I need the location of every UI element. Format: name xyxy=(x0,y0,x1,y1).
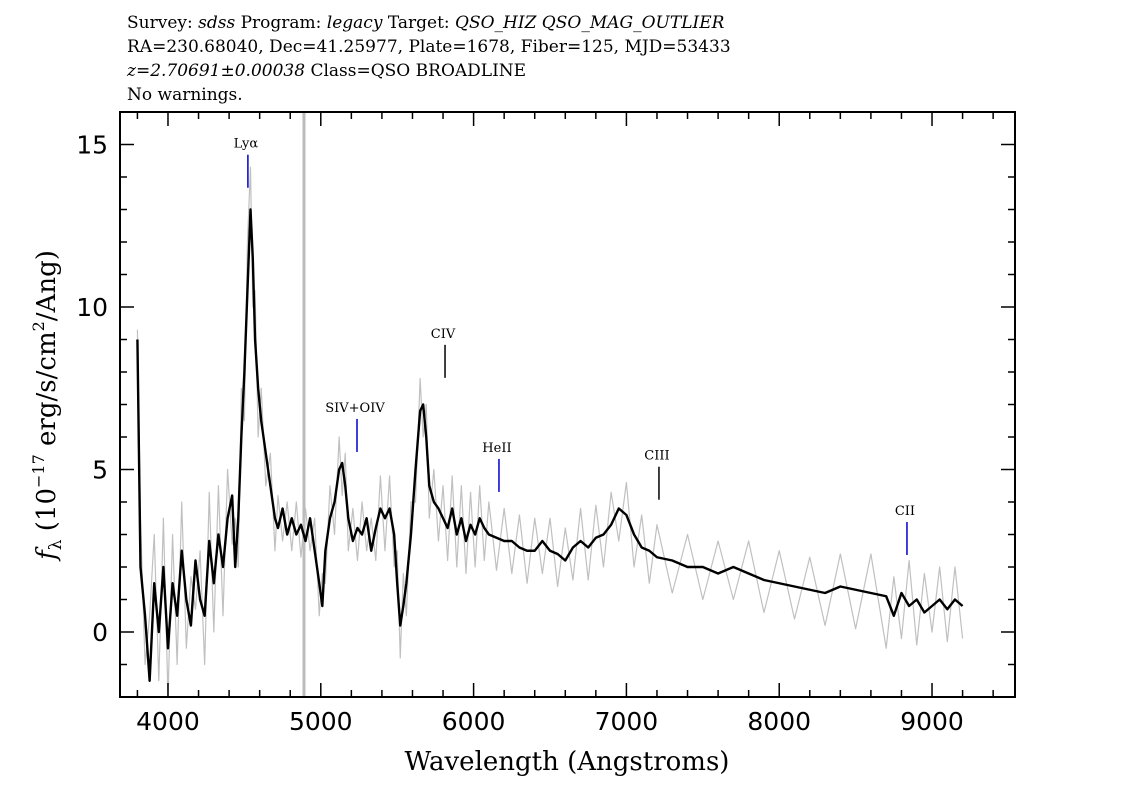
y-tick-label: 10 xyxy=(76,293,108,322)
header-line: Survey: sdss Program: legacy Target: QSO… xyxy=(127,13,725,33)
y-label-part: λ xyxy=(46,539,66,550)
line-label: CII xyxy=(895,504,915,519)
axes: 4000 5000 6000 7000 8000 9000 0 5 10 15 xyxy=(76,111,1015,736)
header-segment: legacy xyxy=(327,13,383,33)
header-segment: Class=QSO BROADLINE xyxy=(305,61,526,81)
line-label: Lyα xyxy=(234,137,259,152)
header: Survey: sdss Program: legacy Target: QSO… xyxy=(126,13,731,105)
plot-frame xyxy=(119,111,1016,698)
x-tick-label: 4000 xyxy=(136,707,200,736)
header-segment: sdss xyxy=(198,13,235,33)
y-axis-label: fλ (10−17 erg/s/cm2/Ang) xyxy=(29,250,66,562)
y-tick-label: 0 xyxy=(92,618,108,647)
spectrum-line xyxy=(136,166,964,697)
line-label: HeII xyxy=(482,441,511,456)
y-label-part: erg/s/cm xyxy=(32,331,62,454)
header-segment: Survey: xyxy=(127,13,198,33)
x-tick-label: 9000 xyxy=(900,707,964,736)
y-label-part: 2 xyxy=(29,321,48,331)
header-segment: Program: xyxy=(235,13,327,33)
y-label-part: /Ang) xyxy=(32,250,62,321)
x-tick-label: 7000 xyxy=(595,707,659,736)
y-tick-label: 5 xyxy=(92,456,108,485)
y-label-part: −17 xyxy=(29,454,48,488)
header-segment: RA=230.68040, Dec=41.25977, Plate=1678, … xyxy=(127,37,731,57)
y-tick-label: 15 xyxy=(76,131,108,160)
x-tick-label: 6000 xyxy=(442,707,506,736)
line-label: CIV xyxy=(431,327,456,342)
header-segment: z=2.70691±0.00038 xyxy=(126,61,305,81)
plot-area xyxy=(136,112,964,697)
header-segment: QSO_HIZ QSO_MAG_OUTLIER xyxy=(455,13,725,33)
y-label-part: (10 xyxy=(32,488,62,540)
header-segment: No warnings. xyxy=(127,85,243,105)
header-segment: Target: xyxy=(382,13,455,33)
x-tick-label: 8000 xyxy=(747,707,811,736)
header-line: z=2.70691±0.00038 Class=QSO BROADLINE xyxy=(126,61,526,81)
spectrum-line xyxy=(136,208,964,682)
x-axis-label: Wavelength (Angstroms) xyxy=(405,747,730,777)
x-tick-label: 5000 xyxy=(289,707,353,736)
header-line: No warnings. xyxy=(127,85,243,105)
header-line: RA=230.68040, Dec=41.25977, Plate=1678, … xyxy=(127,37,731,57)
line-label: CIII xyxy=(644,449,669,464)
line-label: SIV+OIV xyxy=(325,401,385,416)
